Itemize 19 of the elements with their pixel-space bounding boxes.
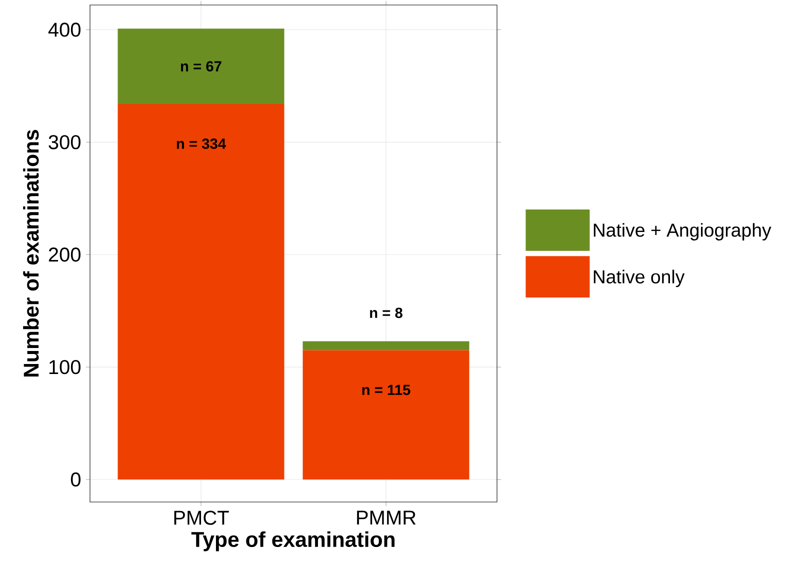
legend-label: Native + Angiography	[594, 223, 772, 240]
y-axis-title: Number of examinations	[23, 130, 39, 377]
y-tick-label: 0	[70, 472, 80, 487]
y-tick-label: 200	[48, 248, 80, 262]
x-tick-label: PMMR	[357, 510, 416, 524]
data-label: n = 67	[180, 61, 222, 72]
bar	[118, 28, 284, 104]
bar	[118, 104, 284, 480]
y-tick-label: 300	[48, 135, 80, 150]
bar	[302, 341, 470, 350]
data-label: n = 334	[176, 138, 226, 149]
y-tick-label: 400	[48, 22, 80, 37]
x-tick-label: PMCT	[174, 510, 229, 525]
legend-label: Native only	[594, 270, 685, 288]
data-label: n = 8	[370, 308, 402, 318]
data-label: n = 115	[362, 384, 410, 396]
x-axis-title: Type of examination	[191, 531, 395, 552]
bar	[302, 350, 470, 480]
y-tick-label: 100	[49, 360, 80, 374]
